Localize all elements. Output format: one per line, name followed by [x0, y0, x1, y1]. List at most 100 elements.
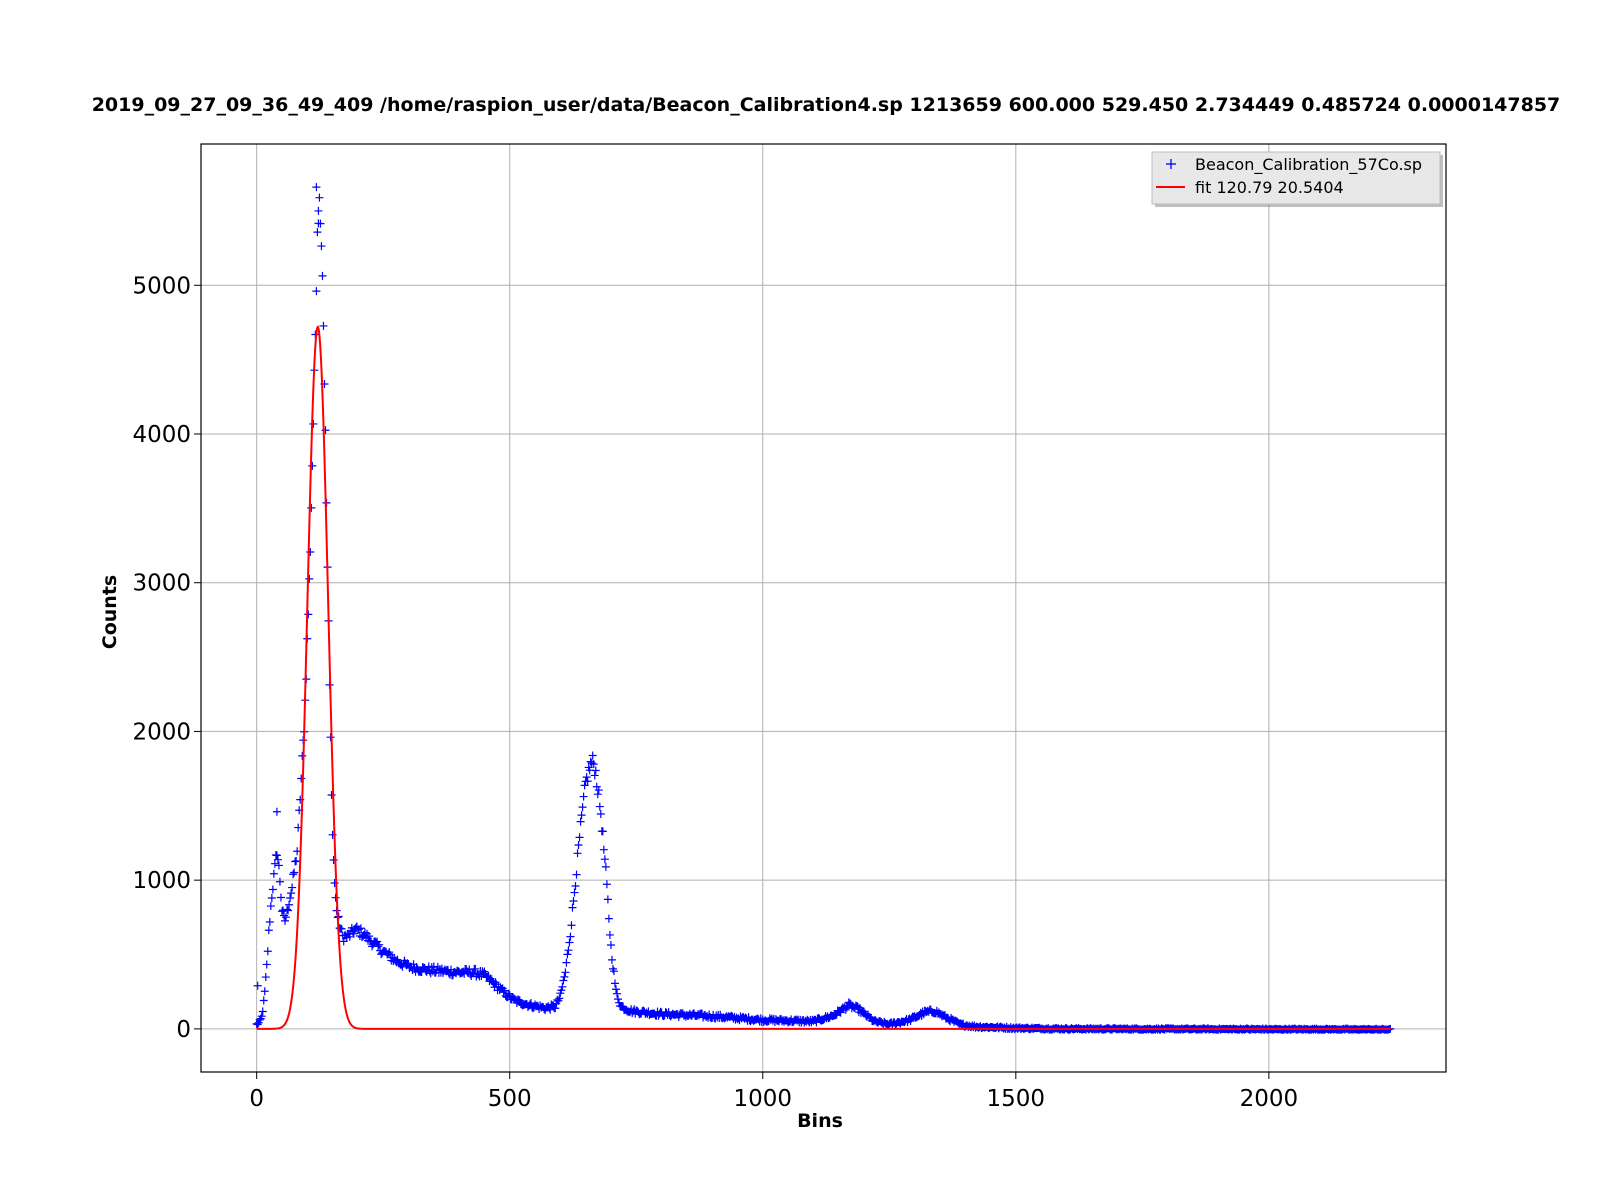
- y-tick-label: 3000: [132, 571, 191, 597]
- data-point: [610, 979, 619, 988]
- data-point: [284, 906, 293, 915]
- data-point: [563, 950, 572, 959]
- data-point: [354, 925, 363, 934]
- data-point: [330, 879, 339, 888]
- data-point: [595, 802, 604, 811]
- plot-data: [252, 183, 1395, 1034]
- data-point: [551, 1004, 560, 1013]
- y-tick-label: 1000: [132, 868, 191, 894]
- data-point: [580, 781, 589, 790]
- data-point: [514, 995, 523, 1004]
- data-point: [859, 1007, 868, 1016]
- legend-label-fit: fit 120.79 20.5404: [1195, 178, 1344, 197]
- data-point: [306, 547, 315, 556]
- data-point: [509, 994, 518, 1003]
- data-point: [567, 921, 576, 930]
- x-tick-label: 1000: [733, 1086, 792, 1112]
- data-point: [499, 988, 508, 997]
- data-point: [844, 998, 853, 1007]
- data-point: [836, 1008, 845, 1017]
- data-point: [307, 503, 316, 512]
- data-point: [257, 1012, 266, 1021]
- data-point: [594, 786, 603, 795]
- data-point: [312, 287, 321, 296]
- data-point: [609, 967, 618, 976]
- x-tick-label: 1500: [987, 1086, 1046, 1112]
- data-point: [374, 942, 383, 951]
- data-point: [553, 995, 562, 1004]
- data-point: [317, 242, 326, 251]
- data-point: [573, 849, 582, 858]
- data-point: [287, 889, 296, 898]
- data-point: [290, 868, 299, 877]
- data-point: [587, 759, 596, 768]
- data-point: [261, 973, 270, 982]
- data-point: [601, 862, 610, 871]
- data-point: [360, 928, 369, 937]
- data-point: [572, 870, 581, 879]
- legend-box: [1151, 151, 1441, 205]
- data-point: [384, 949, 393, 958]
- data-point: [557, 986, 566, 995]
- data-point: [579, 792, 588, 801]
- data-point: [591, 766, 600, 775]
- data-point: [566, 932, 575, 941]
- x-tick-label: 500: [488, 1086, 532, 1112]
- data-point: [526, 999, 535, 1007]
- data-point: [570, 888, 579, 897]
- data-point: [335, 924, 344, 933]
- data-point: [272, 807, 281, 816]
- x-axis-label: Bins: [797, 1110, 843, 1132]
- data-point: [504, 989, 513, 998]
- data-point: [831, 1011, 840, 1020]
- data-point: [312, 183, 321, 192]
- plot-area-frame: [200, 143, 1447, 1073]
- data-point: [305, 574, 314, 583]
- data-point: [605, 930, 614, 939]
- data-point: [327, 790, 336, 799]
- data-point: [421, 966, 430, 975]
- data-point: [255, 1015, 264, 1024]
- series-data-points: [252, 183, 1395, 1034]
- data-point: [272, 851, 281, 860]
- data-point: [593, 790, 602, 799]
- data-point: [289, 870, 298, 879]
- legend: Beacon_Calibration_57Co.sp fit 120.79 20…: [1151, 151, 1443, 207]
- data-point: [598, 827, 607, 836]
- data-point: [575, 833, 584, 842]
- data-point: [571, 882, 580, 891]
- data-point: [315, 193, 324, 202]
- y-tick-label: 0: [176, 1017, 191, 1043]
- y-tick-label: 5000: [132, 273, 191, 299]
- data-point: [596, 810, 605, 819]
- data-point: [496, 983, 505, 992]
- y-tick-label: 4000: [132, 422, 191, 448]
- data-point: [264, 926, 273, 935]
- data-point: [603, 895, 612, 904]
- data-point: [297, 774, 306, 783]
- data-point: [561, 968, 570, 977]
- legend-label-data: Beacon_Calibration_57Co.sp: [1195, 155, 1422, 175]
- data-point: [314, 206, 323, 215]
- data-point: [304, 610, 313, 619]
- data-point: [600, 855, 609, 864]
- data-point: [576, 817, 585, 826]
- data-point: [260, 987, 269, 996]
- data-point: [559, 976, 568, 985]
- data-point: [560, 972, 569, 981]
- data-point: [375, 940, 384, 949]
- data-point: [253, 1020, 262, 1029]
- data-point: [853, 1002, 862, 1011]
- data-point: [592, 782, 601, 791]
- data-point: [426, 969, 435, 978]
- data-point: [273, 855, 282, 864]
- data-point: [614, 995, 623, 1004]
- data-point: [316, 219, 325, 228]
- x-axis-ticks: 0 500 1000 1500 2000: [249, 1072, 1298, 1112]
- data-point: [613, 989, 622, 998]
- x-tick-label: 2000: [1240, 1086, 1299, 1112]
- data-point: [331, 893, 340, 902]
- data-point: [500, 986, 509, 995]
- data-point: [568, 903, 577, 912]
- data-point: [274, 861, 283, 870]
